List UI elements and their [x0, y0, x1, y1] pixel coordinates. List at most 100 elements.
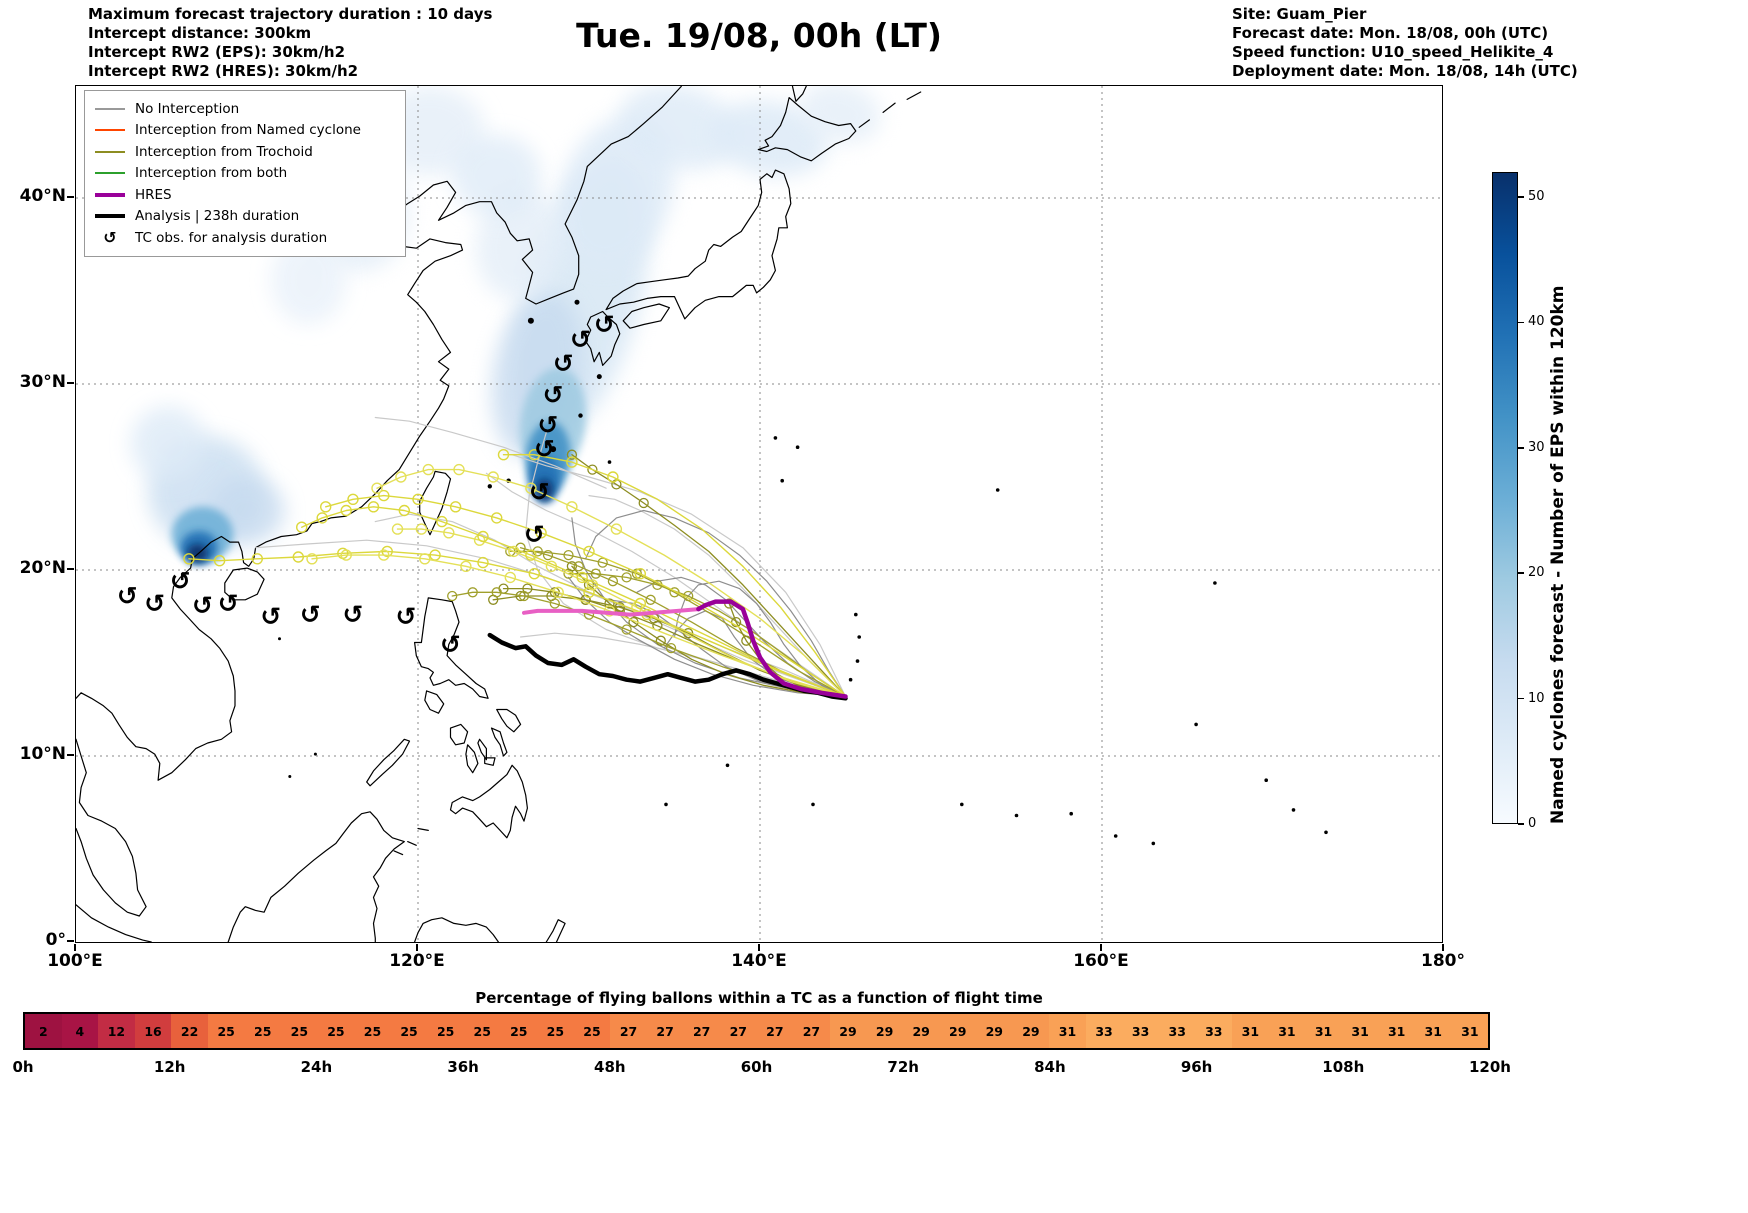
colorbar-tick-label: 10	[1528, 690, 1545, 706]
density-blob	[712, 100, 828, 177]
legend-item: Interception from Named cyclone	[95, 120, 395, 142]
legend-item: No Interception	[95, 98, 395, 120]
tc-obs-symbol: ↺	[543, 381, 564, 410]
colorbar-tick	[1518, 196, 1524, 198]
balloon-pct-cell: 31	[1341, 1014, 1379, 1048]
trochoid-loop	[371, 482, 383, 494]
colorbar-tick	[1518, 447, 1524, 449]
site-text: Site: Guam_Pier	[1232, 5, 1367, 23]
trochoid-loop	[367, 501, 380, 513]
trochoid-loop	[669, 587, 680, 598]
tc-obs-symbol: ↺	[117, 582, 138, 611]
legend-rows: No Interception Interception from Named c…	[95, 98, 395, 249]
coastline	[419, 470, 452, 536]
ensemble-trajectory	[519, 547, 847, 698]
coastline	[465, 744, 479, 774]
ensemble-trajectory	[301, 506, 847, 698]
trochoid-loop	[415, 523, 428, 535]
balloon-pct-cell: 4	[61, 1014, 99, 1048]
legend-item: Interception from Trochoid	[95, 141, 395, 163]
flight-time-tick-label: 0h	[12, 1058, 34, 1076]
island-dot	[960, 802, 964, 807]
trochoid-loop	[610, 523, 623, 535]
trochoid-loop	[587, 464, 598, 475]
density-blob	[800, 86, 881, 144]
forecast-date-text: Forecast date: Mon. 18/08, 00h (UTC)	[1232, 24, 1549, 42]
ensemble-trajectory	[567, 573, 847, 698]
trochoid-loop	[552, 586, 564, 598]
y-axis-tick-label: 0°	[45, 930, 66, 950]
trochoid-loop	[398, 504, 410, 517]
legend-item-label: No Interception	[135, 100, 240, 117]
coastline	[858, 119, 870, 128]
coastline	[414, 917, 499, 943]
balloon-pct-cell: 25	[463, 1014, 501, 1048]
ensemble-trajectory	[325, 494, 847, 698]
balloon-pct-cell: 29	[1012, 1014, 1050, 1048]
balloon-pct-cell: 25	[207, 1014, 245, 1048]
island-dot	[1014, 813, 1019, 818]
balloon-bar-title: Percentage of flying ballons within a TC…	[475, 989, 1043, 1007]
colorbar-tick	[1518, 697, 1524, 700]
island-dot	[288, 775, 292, 778]
trochoid-loop	[487, 471, 499, 483]
ensemble-trajectory	[485, 472, 847, 698]
trochoid-loop	[504, 571, 516, 584]
x-axis-tick-label: 100°E	[47, 951, 103, 971]
colorbar-tick-label: 30	[1528, 439, 1545, 455]
balloon-pct-cell: 31	[1232, 1014, 1269, 1048]
tc-obs-symbol: ↺	[396, 602, 417, 631]
trochoid-loop	[535, 527, 547, 539]
trochoid-loop	[566, 561, 578, 572]
flight-time-tick-label: 24h	[300, 1058, 333, 1076]
coastline	[414, 597, 489, 699]
balloon-percentage-strip: 2 4 12 16 22 25 25 25 25 25 25 25 25 25 25 25 27 27 27 27 27…	[23, 1012, 1490, 1050]
trochoid-loop	[251, 553, 264, 565]
colorbar-tick-label: 0	[1528, 816, 1537, 831]
legend-item-label: HRES	[135, 186, 172, 203]
ensemble-trajectory	[585, 509, 847, 698]
legend-item-label: Interception from both	[135, 165, 288, 182]
intercept-rw2-eps-text: Intercept RW2 (EPS): 30km/h2	[88, 43, 345, 61]
y-axis-tick	[67, 940, 74, 942]
x-axis-tick-label: 180°	[1421, 951, 1465, 971]
island-dot	[780, 478, 784, 483]
tc-obs-symbol: ↺	[170, 567, 191, 596]
flight-time-tick-label: 48h	[594, 1058, 626, 1076]
legend-line-swatch	[95, 129, 125, 132]
trochoid-loop	[741, 635, 752, 646]
island-dot	[550, 446, 557, 453]
trochoid-loop	[549, 598, 560, 609]
trochoid-loop	[563, 549, 574, 561]
trochoid-loop	[491, 512, 503, 524]
trochoid-loop	[518, 590, 530, 602]
balloon-pct-cell: 25	[500, 1014, 538, 1048]
trochoid-loop	[634, 597, 646, 610]
eps-density-shading	[130, 86, 881, 565]
legend-item-label: Interception from Trochoid	[135, 143, 313, 160]
island-dot	[1264, 778, 1268, 782]
colorbar	[1492, 172, 1518, 824]
balloon-pct-cell: 29	[939, 1014, 977, 1048]
tc-obs-symbol-icon: ↺	[103, 228, 117, 248]
flight-time-tick-label: 96h	[1180, 1058, 1213, 1076]
legend-item: Interception from both	[95, 163, 395, 185]
trochoid-loop	[340, 504, 352, 517]
balloon-pct-cell: 27	[719, 1014, 757, 1048]
ensemble-trajectory	[567, 576, 847, 698]
coastline	[545, 919, 566, 943]
flight-time-tick-label: 84h	[1034, 1058, 1066, 1076]
legend-item: HRES	[95, 184, 395, 206]
balloon-pct-cell: 22	[171, 1014, 208, 1048]
island-dot	[857, 635, 861, 639]
trochoid-loop	[447, 590, 458, 602]
ensemble-trajectory	[502, 454, 847, 698]
colorbar-tick-label: 20	[1528, 565, 1545, 581]
trochoid-loop	[638, 497, 649, 509]
x-axis-tick-label: 140°E	[731, 951, 787, 971]
coastline	[417, 827, 429, 831]
balloon-pct-cell: 27	[683, 1014, 720, 1048]
legend-line-swatch	[95, 192, 125, 197]
legend-item-label: Interception from Named cyclone	[135, 122, 361, 139]
